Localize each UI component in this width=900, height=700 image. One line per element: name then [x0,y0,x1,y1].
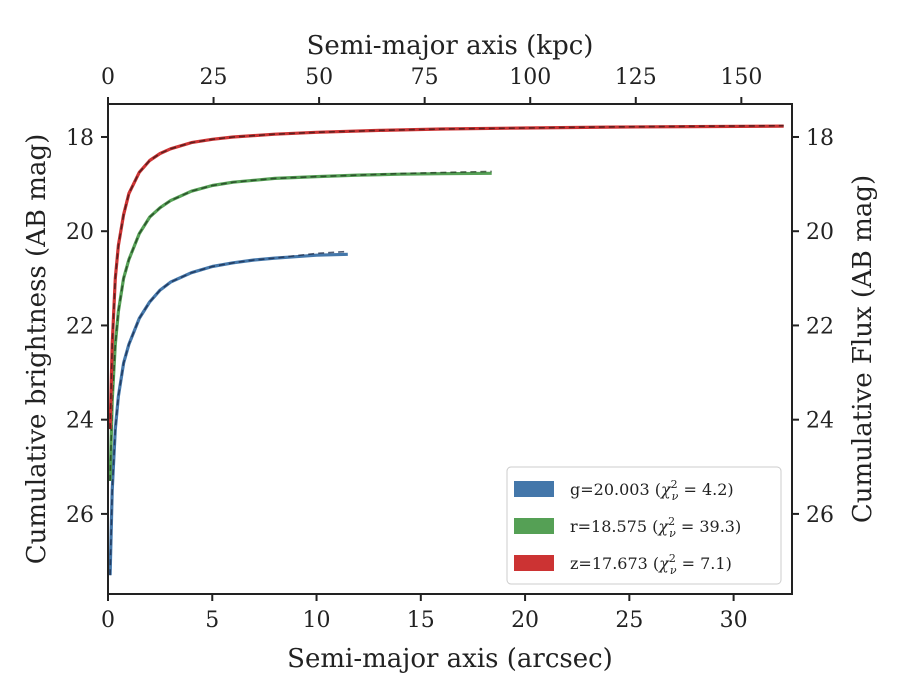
top-x-tick-label: 25 [200,65,228,90]
y-axis-title: Cumulative brightness (AB mag) [22,134,52,565]
y-tick-label: 22 [66,314,94,339]
x-tick-label: 10 [303,608,331,633]
y-tick-label: 26 [66,503,94,528]
right-y-tick-label: 26 [806,503,834,528]
y-tick-label: 18 [66,126,94,151]
x-axis-title: Semi-major axis (arcsec) [287,644,613,674]
top-x-tick-label: 150 [720,65,762,90]
y-tick-label: 20 [66,220,94,245]
top-x-tick-label: 50 [305,65,333,90]
top-x-axis-title: Semi-major axis (kpc) [307,31,594,61]
axis-ticks: 0 5 10 15 20 25 30 0 25 50 75 100 125 150 18 18 20 20 22 22… [66,65,834,633]
top-x-tick-label: 0 [101,65,115,90]
legend-box [506,466,782,585]
right-y-tick-label: 18 [806,126,834,151]
series-z-model-line [109,124,784,430]
legend-label-g: g=20.003 (χ2 ν = 4.2) [570,478,734,503]
legend-label-z: z=17.673 (χ2 ν = 7.1) [570,552,732,577]
legend-label-r: r=18.575 (χ2 ν = 39.3) [570,515,741,540]
plot-frame [107,103,793,595]
series-r-line [108,171,492,481]
plot-lines [108,124,784,576]
right-y-axis-title: Cumulative Flux (AB mag) [848,175,878,523]
series-r-model-line [109,170,492,481]
top-x-tick-label: 75 [411,65,439,90]
x-tick-label: 5 [205,608,219,633]
series-g-model-line [109,250,348,576]
y-tick-label: 24 [66,409,94,434]
legend: g=20.003 (χ2 ν = 4.2) r=18.575 (χ2 ν = 39.3… [506,466,782,585]
x-tick-label: 30 [720,608,748,633]
x-tick-label: 20 [511,608,539,633]
series-g-line [108,252,348,576]
x-tick-label: 0 [101,608,115,633]
x-tick-label: 25 [615,608,643,633]
legend-swatch-z [514,555,554,571]
right-y-tick-label: 22 [806,314,834,339]
x-tick-label: 15 [407,608,435,633]
legend-swatch-r [514,518,554,534]
legend-swatch-g [514,481,554,497]
series-z-line [108,124,784,430]
top-x-tick-label: 125 [615,65,657,90]
right-y-tick-label: 20 [806,220,834,245]
right-y-tick-label: 24 [806,409,834,434]
top-x-tick-label: 100 [509,65,551,90]
